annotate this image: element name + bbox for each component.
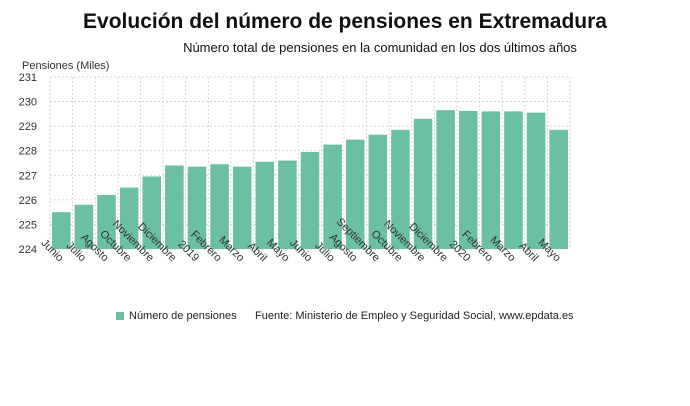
y-axis-ticks: 224 225 226 227 228 229 230 231: [19, 72, 37, 256]
bar: [52, 212, 71, 249]
bar: [368, 134, 388, 249]
source-note: Fuente: Ministerio de Empleo y Seguridad…: [255, 310, 574, 322]
bar: [323, 144, 342, 249]
bar: [187, 166, 207, 249]
bar: [278, 160, 297, 249]
bar: [74, 204, 94, 249]
bar: [504, 111, 523, 250]
bar: [391, 129, 410, 249]
bar: [345, 139, 365, 249]
y-tick-label: 229: [19, 121, 37, 133]
y-tick-label: 230: [19, 97, 37, 109]
y-axis-label: Pensiones (Miles): [22, 60, 110, 72]
bars: [52, 110, 568, 250]
bar: [255, 161, 275, 249]
y-tick-label: 224: [19, 244, 37, 256]
legend-swatch: [116, 312, 124, 320]
y-tick-label: 225: [19, 219, 37, 231]
y-tick-label: 227: [19, 170, 37, 182]
chart-subtitle: Número total de pensiones en la comunida…: [183, 40, 577, 55]
legend: Número de pensiones: [116, 310, 237, 322]
y-tick-label: 231: [19, 72, 37, 84]
chart-title: Evolución del número de pensiones en Ext…: [83, 10, 607, 33]
bar: [232, 166, 252, 249]
bar: [119, 187, 139, 249]
bar: [413, 118, 433, 250]
y-tick-label: 228: [19, 146, 37, 158]
bar: [165, 165, 184, 249]
bar: [97, 194, 116, 249]
bar: [142, 176, 162, 249]
legend-label: Número de pensiones: [129, 310, 237, 322]
bar: [481, 111, 501, 250]
bar: [549, 129, 568, 249]
bar: [300, 151, 320, 249]
bar: [436, 110, 455, 250]
y-tick-label: 226: [19, 195, 37, 207]
bar: [526, 112, 546, 249]
bar: [458, 110, 478, 249]
bar: [210, 164, 229, 249]
